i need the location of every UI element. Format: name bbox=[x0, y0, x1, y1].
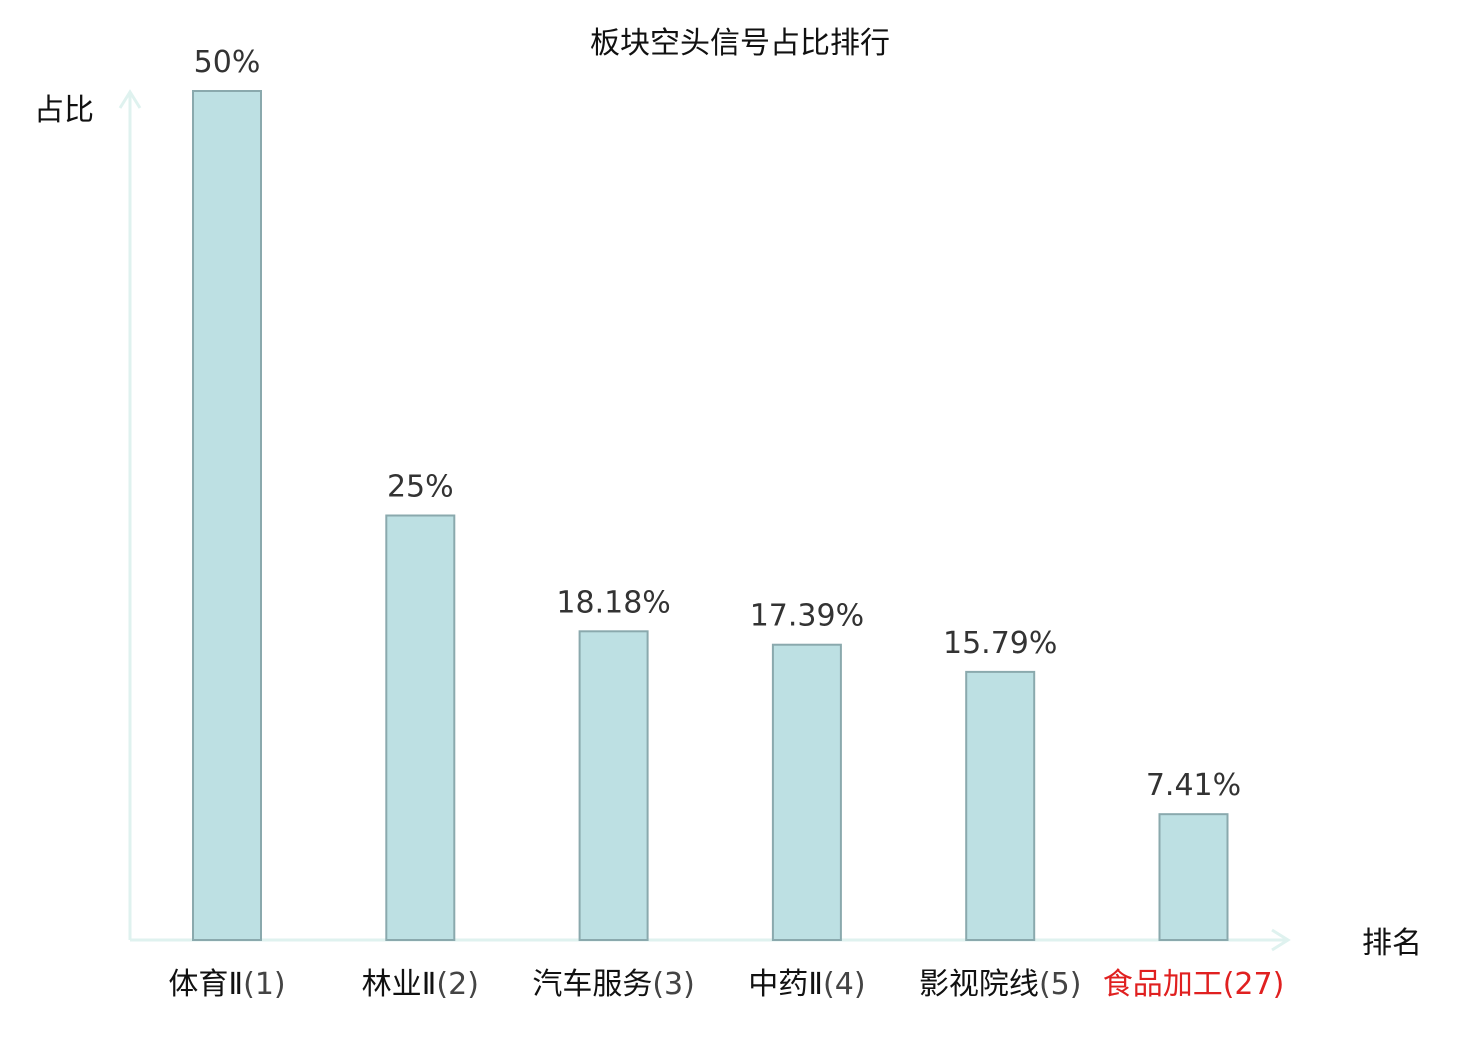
category-name: 汽车服务 bbox=[532, 967, 652, 1002]
category-label: 林业Ⅱ(2) bbox=[362, 967, 479, 1002]
category-rank: (27) bbox=[1223, 967, 1285, 1002]
category-rank: (4) bbox=[823, 967, 866, 1002]
category-label: 影视院线(5) bbox=[919, 967, 1081, 1002]
category-label: 汽车服务(3) bbox=[532, 967, 695, 1002]
value-labels-group: 50% 25% 18.18% 17.39% 15.79% 7.41% bbox=[194, 45, 1242, 803]
category-label: 中药Ⅱ(4) bbox=[748, 967, 865, 1002]
category-rank: (5) bbox=[1039, 967, 1082, 1002]
bar-value-label: 25% bbox=[387, 470, 454, 505]
y-axis bbox=[118, 89, 142, 940]
bar-value-label: 18.18% bbox=[556, 585, 670, 620]
category-name: 食品加工 bbox=[1103, 967, 1223, 1002]
category-name: 影视院线 bbox=[919, 967, 1039, 1002]
category-name: 体育Ⅱ bbox=[168, 967, 243, 1002]
x-axis-arrowhead bbox=[1271, 928, 1291, 952]
category-name: 中药Ⅱ bbox=[748, 967, 823, 1002]
category-labels-group: 体育Ⅱ(1) 林业Ⅱ(2) 汽车服务(3) 中药Ⅱ(4) 影视院线(5) 食品加工(27) bbox=[168, 967, 1284, 1002]
bar-value-label: 50% bbox=[194, 45, 261, 80]
bar bbox=[1158, 813, 1229, 942]
bar bbox=[192, 90, 262, 941]
category-label: 食品加工(27) bbox=[1103, 967, 1285, 1002]
bars-group bbox=[192, 90, 1229, 942]
bar bbox=[771, 643, 842, 941]
category-rank: (2) bbox=[436, 967, 479, 1002]
y-axis-label: 占比 bbox=[34, 93, 94, 128]
bar bbox=[385, 514, 456, 941]
x-axis bbox=[130, 928, 1291, 952]
bar-value-label: 7.41% bbox=[1146, 768, 1241, 803]
category-rank: (1) bbox=[243, 967, 286, 1002]
category-label: 体育Ⅱ(1) bbox=[168, 967, 285, 1002]
bar bbox=[578, 630, 649, 941]
bar bbox=[965, 670, 1036, 941]
category-name: 林业Ⅱ bbox=[362, 967, 437, 1002]
bar-value-label: 17.39% bbox=[750, 599, 864, 634]
category-rank: (3) bbox=[652, 967, 695, 1002]
x-axis-label: 排名 bbox=[1362, 926, 1422, 961]
bar-value-label: 15.79% bbox=[943, 626, 1057, 661]
y-axis-arrowhead bbox=[118, 89, 142, 109]
chart-title: 板块空头信号占比排行 bbox=[590, 26, 890, 61]
